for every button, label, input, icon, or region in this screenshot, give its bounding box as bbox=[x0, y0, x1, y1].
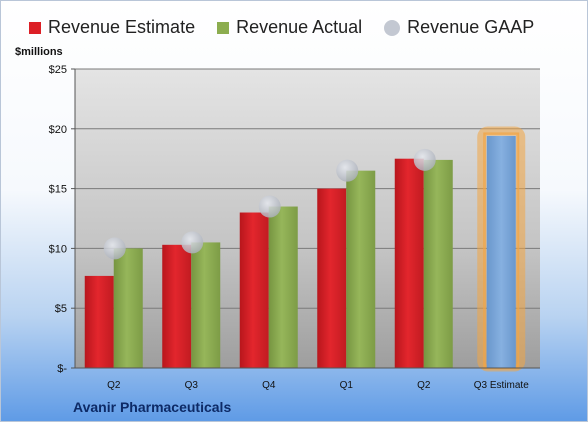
bar-revenue-actual bbox=[346, 170, 376, 368]
bar-revenue-estimate bbox=[239, 212, 269, 368]
legend-label-revenue-actual: Revenue Actual bbox=[236, 17, 363, 37]
x-tick-label: Q2 bbox=[107, 380, 121, 391]
legend-item-revenue-actual: Revenue Actual bbox=[217, 17, 362, 38]
y-tick-label: $10 bbox=[49, 243, 67, 255]
marker-revenue-gaap bbox=[413, 148, 436, 171]
legend-label-revenue-estimate: Revenue Estimate bbox=[48, 17, 196, 37]
legend-swatch-revenue-actual bbox=[217, 21, 230, 34]
y-tick-label: $25 bbox=[49, 64, 67, 76]
marker-revenue-gaap bbox=[181, 231, 204, 254]
bar-revenue-actual bbox=[191, 242, 221, 368]
x-tick-label: Q3 bbox=[185, 380, 199, 391]
bar-revenue-actual bbox=[113, 248, 143, 368]
marker-revenue-gaap bbox=[258, 195, 281, 218]
bar-revenue-actual bbox=[423, 159, 453, 368]
y-tick-label: $- bbox=[57, 363, 67, 375]
legend-item-revenue-estimate: Revenue Estimate bbox=[29, 17, 195, 38]
bar-revenue-estimate bbox=[162, 244, 192, 368]
x-tick-label: Q3 Estimate bbox=[474, 380, 529, 391]
legend-swatch-revenue-estimate bbox=[29, 21, 41, 34]
marker-revenue-gaap bbox=[103, 237, 126, 260]
y-tick-label: $15 bbox=[49, 184, 67, 196]
marker-revenue-gaap bbox=[336, 159, 359, 182]
plot-area bbox=[75, 69, 540, 368]
chart-legend: Revenue Estimate Revenue Actual Revenue … bbox=[29, 17, 556, 38]
gaap-markers bbox=[103, 148, 436, 260]
bar-revenue-estimate bbox=[84, 275, 114, 368]
legend-swatch-revenue-gaap bbox=[384, 19, 401, 36]
x-tick-label: Q1 bbox=[340, 380, 354, 391]
y-tick-label: $20 bbox=[49, 124, 67, 136]
legend-label-revenue-gaap: Revenue GAAP bbox=[407, 17, 535, 37]
bars bbox=[84, 135, 516, 368]
grid-lines bbox=[75, 68, 540, 309]
y-units-label: $millions bbox=[15, 46, 63, 58]
legend-item-revenue-gaap: Revenue GAAP bbox=[384, 17, 534, 38]
bar-revenue-actual bbox=[268, 206, 298, 368]
y-axis-ticks: $- $5 $10 $15 $20 $25 bbox=[49, 64, 75, 375]
bar-revenue-estimate bbox=[317, 188, 347, 368]
bar-q3-estimate bbox=[486, 135, 516, 368]
x-axis-ticks: Q2 Q3 Q4 Q1 Q2 Q3 Estimate bbox=[107, 380, 529, 391]
bar-revenue-estimate bbox=[394, 158, 424, 368]
x-tick-label: Q2 bbox=[417, 380, 431, 391]
y-tick-label: $5 bbox=[55, 303, 67, 315]
company-name: Avanir Pharmaceuticals bbox=[73, 399, 232, 415]
x-tick-label: Q4 bbox=[262, 380, 276, 391]
